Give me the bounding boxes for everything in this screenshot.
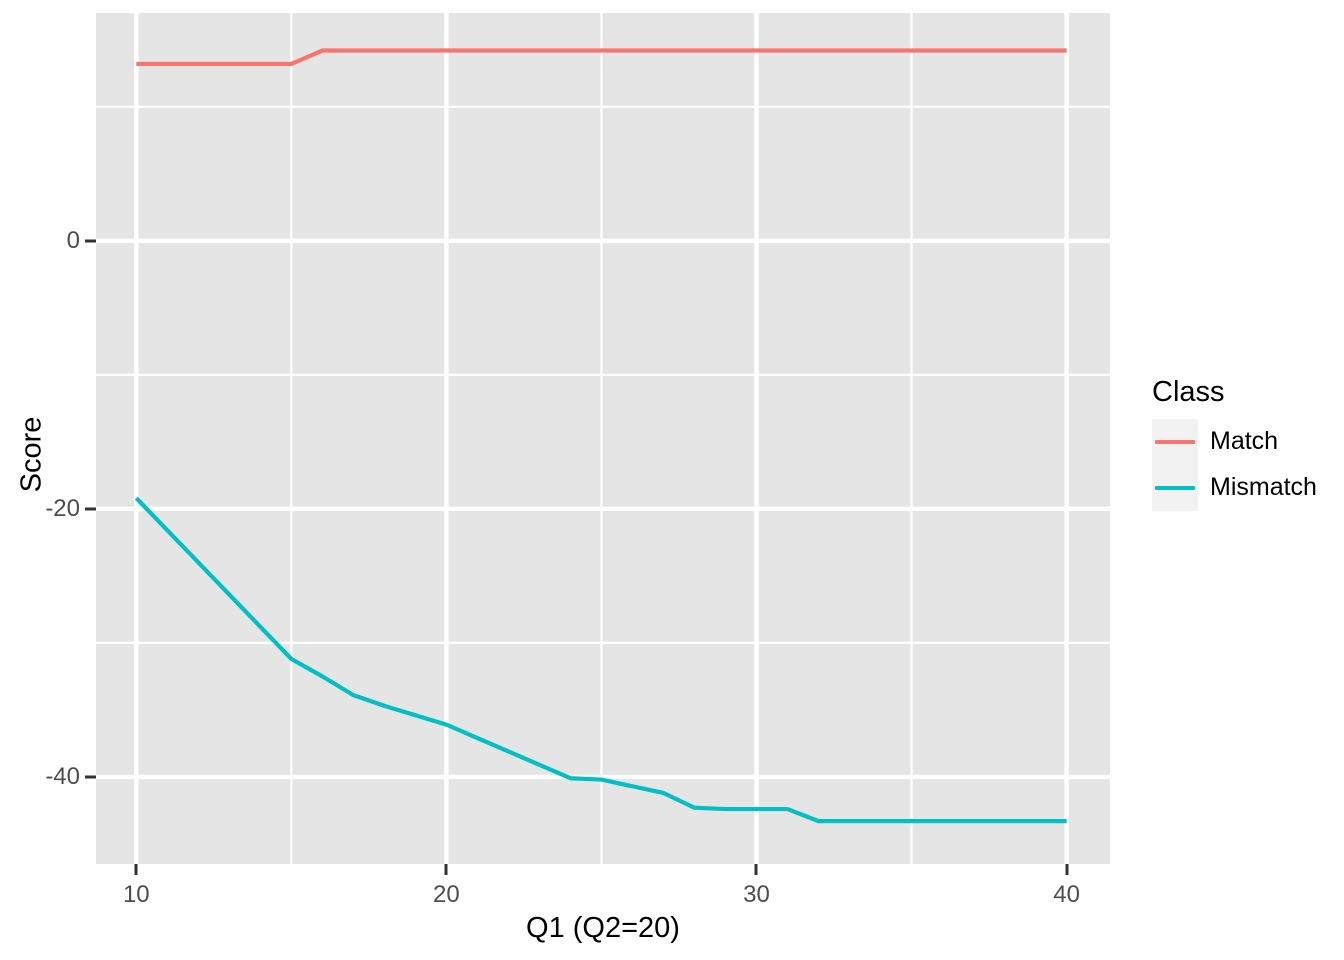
x-tick-label: 40 [1053, 881, 1080, 908]
legend-key-swatch [1152, 418, 1198, 465]
legend-line-icon [1155, 439, 1195, 444]
legend-item-mismatch[interactable]: Mismatch [1152, 464, 1332, 511]
legend-title: Class [1152, 376, 1225, 408]
x-tick-label: 20 [433, 881, 460, 908]
y-tick-label: 0 [66, 226, 80, 254]
x-tick-mark [1065, 864, 1069, 875]
series-lines [134, 48, 1067, 824]
x-tick-mark [444, 864, 448, 875]
grid-lines [96, 13, 1110, 864]
legend-item-label: Match [1210, 427, 1279, 456]
y-tick-mark [85, 239, 96, 243]
legend: Class Match Mismatch [1152, 376, 1332, 511]
legend-items: Match Mismatch [1152, 418, 1332, 511]
x-tick-label: 30 [743, 881, 770, 908]
legend-line-icon [1155, 485, 1195, 490]
x-tick-mark [134, 864, 138, 875]
y-axis-title: Score [15, 416, 48, 493]
y-tick-mark [85, 507, 96, 511]
y-tick-label: -20 [45, 494, 80, 522]
y-tick-mark [85, 775, 96, 779]
legend-item-match[interactable]: Match [1152, 418, 1332, 465]
y-tick-label: -40 [45, 762, 80, 790]
x-tick-label: 10 [122, 881, 150, 908]
x-tick-mark [754, 864, 758, 875]
series-line-mismatch [134, 496, 1067, 824]
legend-key-swatch [1152, 464, 1198, 511]
x-axis-title: Q1 (Q2=20) [526, 912, 680, 944]
series-line-match [136, 48, 1067, 67]
plot-panel [96, 13, 1110, 864]
legend-item-label: Mismatch [1210, 473, 1317, 502]
